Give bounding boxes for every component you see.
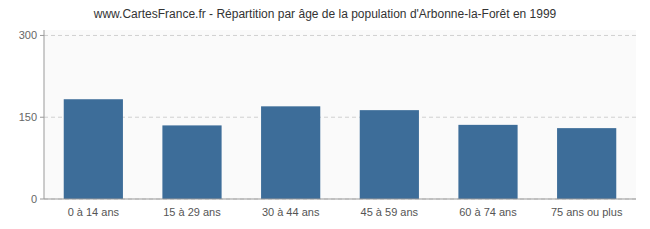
chart-container: www.CartesFrance.fr - Répartition par âg… <box>0 0 650 229</box>
x-tick-label: 45 à 59 ans <box>361 206 419 218</box>
x-tick-label: 30 à 44 ans <box>262 206 320 218</box>
plot-background <box>44 30 636 199</box>
x-tick-label: 60 à 74 ans <box>459 206 517 218</box>
y-tick <box>40 35 44 36</box>
bar <box>458 125 517 199</box>
title: www.CartesFrance.fr - Répartition par âg… <box>93 7 557 21</box>
grid-line <box>44 199 636 200</box>
x-axis-line <box>44 199 636 200</box>
bar <box>64 99 123 199</box>
grid-line <box>44 35 636 36</box>
y-tick-label: 150 <box>19 111 37 123</box>
x-tick-label: 15 à 29 ans <box>163 206 221 218</box>
bar <box>557 128 616 199</box>
y-tick-label: 300 <box>19 29 37 41</box>
y-tick-label: 0 <box>31 193 37 205</box>
x-tick-label: 0 à 14 ans <box>68 206 120 218</box>
grid <box>44 35 636 199</box>
x-tick-label: 75 ans ou plus <box>551 206 623 218</box>
bar <box>360 110 419 199</box>
grid-line <box>44 117 636 118</box>
y-axis-line <box>44 30 45 199</box>
y-tick <box>40 199 44 200</box>
bar <box>162 125 221 199</box>
chart-svg: www.CartesFrance.fr - Répartition par âg… <box>0 0 650 229</box>
y-tick <box>40 117 44 118</box>
bar <box>261 106 320 199</box>
bars <box>64 99 617 199</box>
page: {"chart_data": {"type": "bar", "title": … <box>0 0 650 229</box>
